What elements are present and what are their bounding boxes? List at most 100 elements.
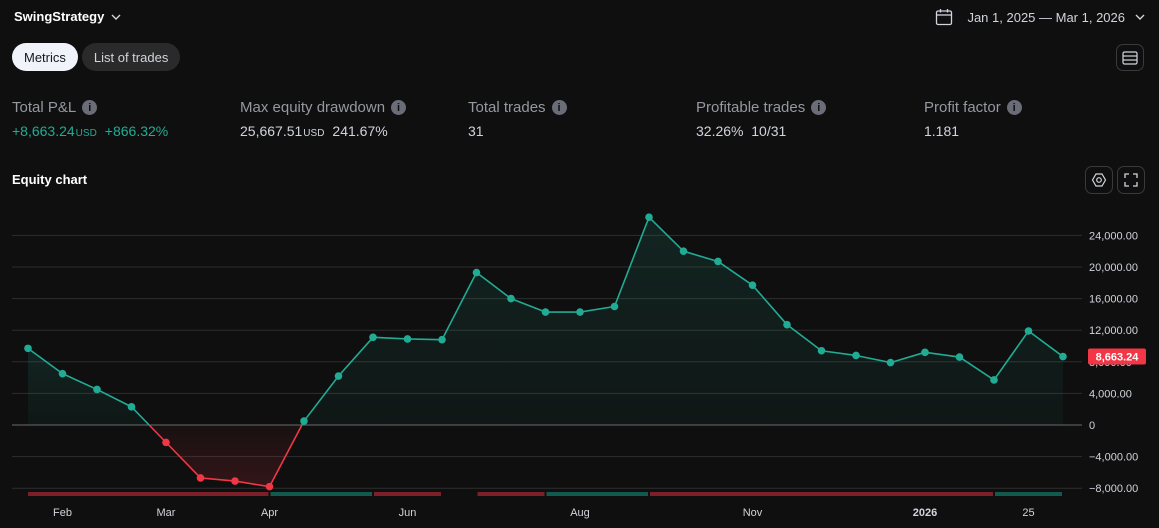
x-tick-label: 25 — [1022, 507, 1034, 519]
metric-total-pnl: Total P&L i +8,663.24USD +866.32% — [12, 99, 168, 139]
metric-value: 1.181 — [924, 123, 960, 139]
equity-point — [955, 353, 964, 361]
metric-value: 25,667.51USD — [240, 123, 325, 139]
equity-point — [507, 294, 515, 303]
x-tick-label: Apr — [261, 507, 278, 519]
metric-label: Profitable trades — [696, 99, 806, 116]
x-tick-label: Nov — [743, 507, 763, 519]
y-tick-label: 16,000.00 — [1089, 294, 1138, 306]
info-icon[interactable]: i — [82, 100, 98, 115]
x-tick-label: Aug — [570, 507, 590, 519]
y-tick-label: 24,000.00 — [1089, 230, 1138, 242]
chart-title: Equity chart — [12, 172, 88, 187]
chevron-down-icon — [111, 14, 121, 20]
equity-point — [679, 247, 688, 255]
info-icon[interactable]: i — [811, 100, 827, 115]
equity-point — [852, 351, 860, 360]
equity-point — [817, 346, 826, 355]
expand-icon — [1124, 173, 1138, 187]
calendar-icon — [936, 9, 953, 26]
equity-point — [300, 417, 308, 425]
metric-total-trades: Total trades i 31 — [468, 99, 567, 139]
trade-result-bar — [270, 492, 372, 496]
equity-point — [438, 335, 446, 344]
y-tick-label: 12,000.00 — [1089, 325, 1138, 337]
equity-point — [576, 308, 584, 316]
info-icon[interactable]: i — [1006, 100, 1022, 115]
equity-point — [24, 344, 32, 353]
equity-point — [541, 308, 550, 316]
unit-label: USD — [75, 128, 97, 139]
equity-point — [162, 438, 170, 447]
last-value-label — [1088, 348, 1146, 365]
y-tick-label: 4,000.00 — [1089, 388, 1132, 400]
equity-point — [645, 213, 653, 222]
equity-point — [472, 268, 481, 277]
equity-point — [990, 376, 998, 384]
x-tick-label: 2026 — [913, 507, 937, 519]
equity-point — [58, 369, 67, 378]
x-tick-label: Mar — [157, 507, 176, 519]
unit-label: USD — [303, 128, 325, 139]
tab-metrics[interactable]: Metrics — [12, 43, 78, 71]
chart-expand-button[interactable] — [1117, 166, 1145, 194]
equity-point — [127, 403, 136, 411]
metric-label: Profit factor — [924, 99, 1001, 116]
trade-result-bar — [546, 492, 648, 496]
equity-point — [93, 385, 101, 394]
date-range-text: Jan 1, 2025 — Mar 1, 2026 — [967, 9, 1125, 25]
trade-result-bar — [477, 492, 545, 496]
trade-result-bar — [650, 492, 993, 496]
metric-value: +8,663.24USD — [12, 123, 97, 139]
y-tick-label: 0 — [1089, 420, 1095, 432]
equity-point — [403, 335, 412, 343]
metric-label: Max equity drawdown — [240, 99, 386, 116]
metric-profit-factor: Profit factor i 1.181 — [924, 99, 1022, 139]
equity-point — [748, 281, 757, 289]
y-tick-label: −4,000.00 — [1089, 452, 1138, 464]
metric-percent: +866.32% — [104, 123, 169, 139]
equity-point — [369, 333, 377, 342]
equity-line — [148, 424, 303, 488]
menu-button[interactable] — [1116, 44, 1144, 71]
equity-point — [231, 477, 239, 485]
equity-point — [1024, 327, 1033, 335]
x-tick-label: Jun — [399, 507, 417, 519]
equity-point — [921, 348, 929, 357]
info-icon[interactable]: i — [391, 100, 407, 115]
equity-area — [301, 217, 1063, 425]
metric-label: Total P&L — [12, 99, 77, 116]
equity-point — [783, 320, 791, 329]
metric-percent: 241.67% — [332, 123, 388, 139]
equity-point — [334, 372, 343, 380]
last-value-text: 8,663.24 — [1096, 352, 1140, 364]
settings-icon — [1091, 173, 1107, 187]
metric-value: 32.26% 10/31 — [696, 123, 787, 139]
trade-result-bar — [28, 492, 269, 496]
menu-icon — [1122, 50, 1138, 65]
date-range-selector[interactable]: Jan 1, 2025 — Mar 1, 2026 — [935, 8, 1145, 26]
equity-point — [886, 358, 895, 367]
equity-point — [1059, 352, 1067, 361]
equity-point — [714, 257, 722, 266]
tab-list-of-trades[interactable]: List of trades — [81, 43, 181, 71]
strategy-selector[interactable]: SwingStrategy — [14, 9, 121, 24]
equity-point — [265, 482, 274, 491]
equity-point — [196, 474, 205, 482]
x-tick-label: Feb — [53, 507, 72, 519]
info-icon[interactable]: i — [551, 100, 567, 115]
metric-max-drawdown: Max equity drawdown i 25,667.51USD 241.6… — [240, 99, 407, 139]
chart-settings-button[interactable] — [1085, 166, 1113, 194]
report-tabs: Metrics List of trades — [12, 43, 181, 71]
trade-result-bar — [995, 492, 1062, 496]
metric-value: 31 — [468, 123, 484, 139]
y-tick-label: −8,000.00 — [1089, 483, 1138, 495]
equity-line — [301, 216, 1064, 426]
equity-area — [149, 425, 302, 487]
metric-profitable-trades: Profitable trades i 32.26% 10/31 — [696, 99, 827, 139]
equity-point — [610, 302, 619, 311]
metric-label: Total trades — [468, 99, 546, 116]
strategy-name: SwingStrategy — [14, 9, 105, 24]
y-tick-label: 20,000.00 — [1089, 262, 1138, 274]
